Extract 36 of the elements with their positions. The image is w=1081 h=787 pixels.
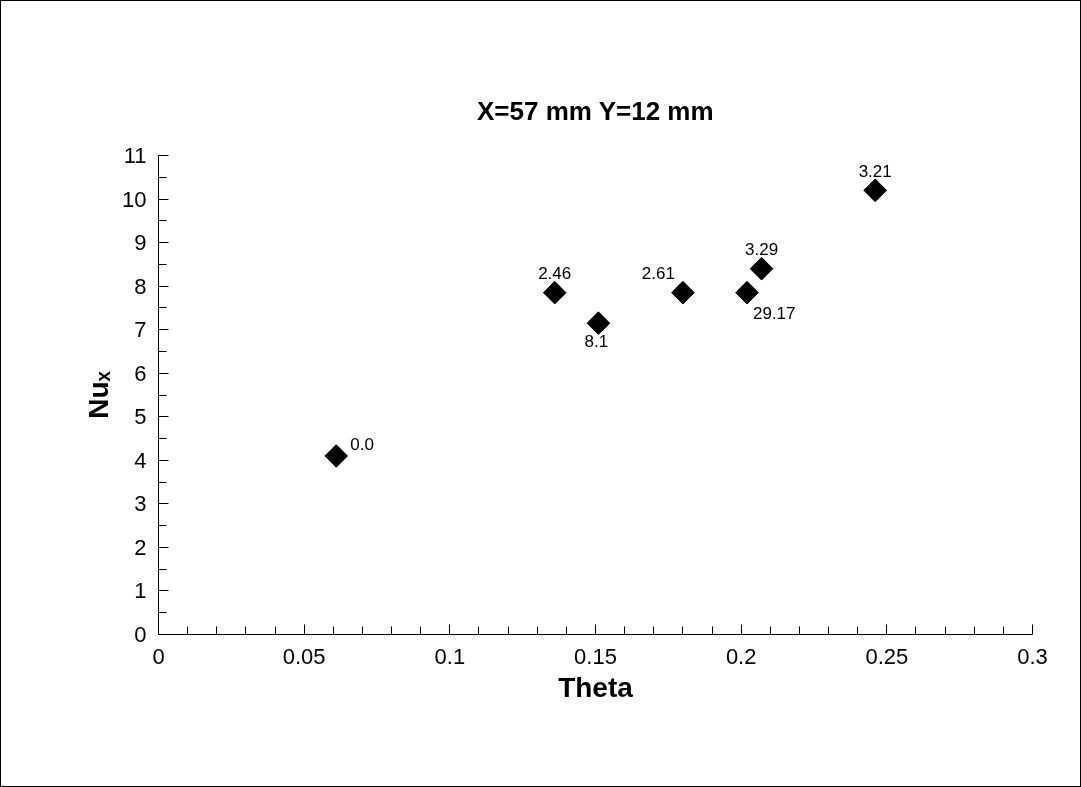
annotation: 2.61 (641, 263, 675, 283)
y-tick-label: 4 (134, 447, 147, 473)
y-tick-label: 8 (134, 273, 147, 299)
y-tick-label: 9 (134, 230, 147, 256)
point (324, 444, 349, 468)
y-tick-label: 7 (134, 317, 147, 343)
annotation: 8.1 (584, 332, 609, 352)
annotation: 0.0 (350, 434, 374, 454)
chart-title: X=57 mm Y=12 mm (476, 95, 714, 126)
y-tick-label: 0 (134, 622, 147, 647)
y-tick-label: 6 (134, 360, 147, 386)
point (749, 256, 774, 281)
x-tick-label: 0 (152, 643, 165, 669)
point (863, 178, 887, 203)
annotation: 2.46 (538, 263, 572, 283)
point (542, 280, 567, 305)
x-tick-label: 0.3 (1017, 643, 1048, 669)
x-tick-label: 0.2 (725, 643, 757, 669)
y-tick-label: 5 (134, 404, 147, 430)
y-tick-label: 3 (134, 491, 147, 517)
point (586, 311, 611, 335)
x-tick-label: 0.05 (282, 643, 326, 669)
y-tick-label: 2 (134, 534, 147, 560)
x-tick-label: 0.15 (574, 643, 617, 669)
point (671, 280, 695, 305)
x-tick-label: 0.1 (434, 643, 466, 669)
y-tick-label: 11 (123, 143, 147, 168)
x-tick-label: 0.25 (865, 643, 909, 669)
point (735, 280, 759, 305)
annotation: 3.21 (858, 162, 892, 182)
annotation: 29.17 (752, 303, 796, 323)
x-axis-title: Theta (558, 671, 634, 703)
y-tick-label: 1 (134, 578, 147, 604)
y-tick-label: 10 (122, 186, 147, 212)
y-axis-title: Nuₓ (83, 370, 115, 419)
annotation: 3.29 (745, 239, 779, 259)
